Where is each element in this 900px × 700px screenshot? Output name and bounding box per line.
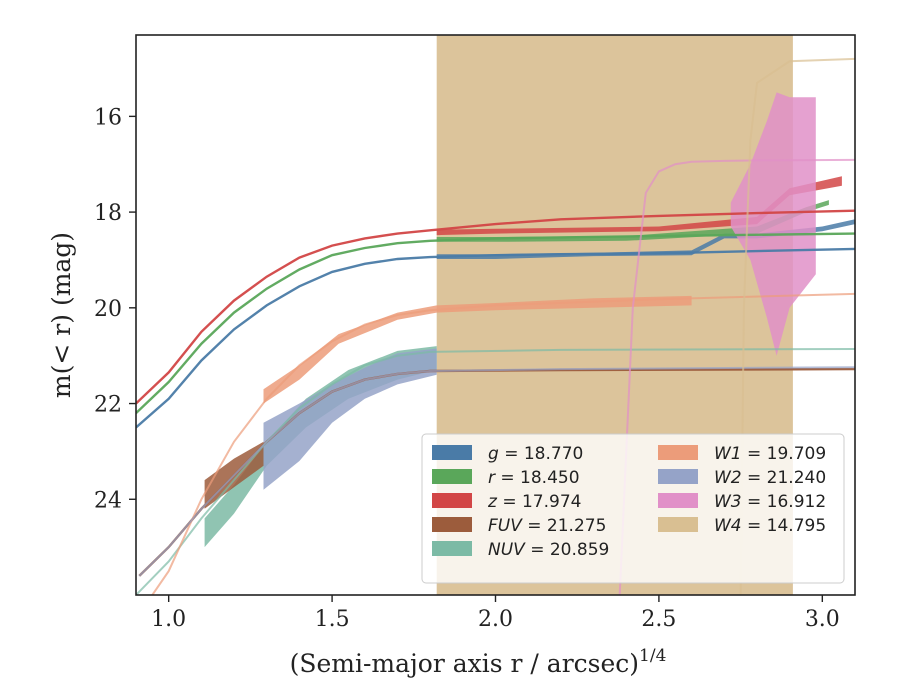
model-line-w1 (151, 292, 855, 595)
model-curves (136, 57, 855, 595)
y-tick-label: 24 (94, 488, 122, 513)
model-line-nuv (136, 348, 855, 595)
x-axis-ticks: 1.0 1.5 2.0 2.5 3.0 (151, 595, 840, 632)
x-tick-label: 2.5 (641, 607, 676, 632)
legend-swatch-fuv (432, 517, 472, 532)
model-line-g (136, 247, 855, 429)
legend-label-fuv: FUV = 21.275 (488, 516, 606, 536)
legend-label-w4: W4 = 14.795 (714, 516, 826, 536)
y-tick-label: 22 (94, 393, 122, 418)
legend-swatch-w2 (658, 469, 698, 484)
model-line-w3 (618, 158, 855, 595)
x-tick-label: 2.0 (478, 607, 513, 632)
x-tick-label: 1.0 (151, 607, 186, 632)
legend-label-nuv: NUV = 20.859 (488, 540, 609, 560)
legend-swatch-z (432, 493, 472, 508)
y-tick-label: 20 (94, 297, 122, 322)
legend-box (421, 433, 845, 584)
legend-swatch-w1 (658, 445, 698, 460)
y-axis-label: m(< r) (mag) (47, 232, 76, 398)
legend: g = 18.770 r = 18.450 z = 17.974 FUV = 21.2… (421, 433, 845, 584)
band-w3 (730, 92, 816, 356)
legend-label-w1: W1 = 19.709 (714, 444, 826, 464)
band-r (436, 200, 829, 242)
x-tick-label: 3.0 (805, 607, 840, 632)
y-tick-label: 18 (94, 201, 122, 226)
band-w2 (263, 348, 437, 490)
legend-swatch-w3 (658, 493, 698, 508)
x-tick-label: 1.5 (315, 607, 350, 632)
legend-swatch-w4 (658, 517, 698, 532)
legend-label-g: g = 18.770 (488, 444, 583, 464)
x-axis-label-exponent: 1/4 (639, 646, 666, 666)
y-axis-ticks: 16 18 20 22 24 (94, 105, 136, 513)
legend-label-w2: W2 = 21.240 (714, 468, 826, 488)
legend-label-w3: W3 = 16.912 (714, 492, 826, 512)
legend-label-r: r = 18.450 (488, 468, 580, 488)
model-line-r (136, 232, 855, 414)
model-line-w2 (138, 366, 855, 577)
legend-label-z: z = 17.974 (487, 492, 581, 512)
model-line-z (136, 209, 855, 405)
x-axis-label: (Semi-major axis r / arcsec)1/4 (290, 646, 667, 678)
legend-swatch-g (432, 445, 472, 460)
legend-swatch-r (432, 469, 472, 484)
legend-swatch-nuv (432, 541, 472, 556)
model-line-w4 (739, 57, 855, 595)
y-tick-label: 16 (94, 105, 122, 130)
